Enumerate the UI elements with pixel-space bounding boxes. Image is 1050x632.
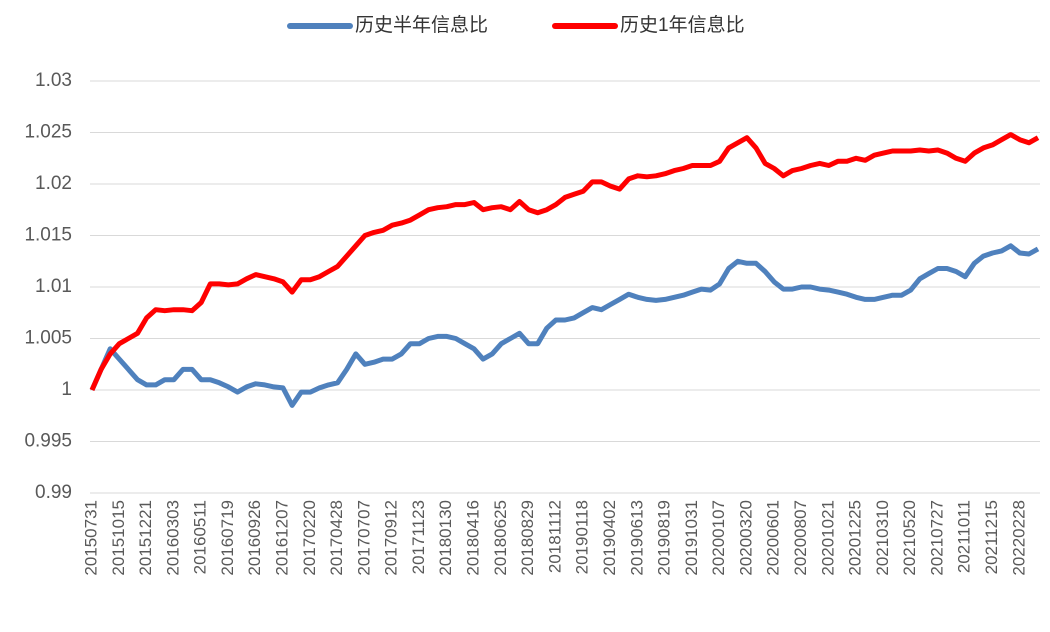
x-tick-label: 20200601	[764, 500, 783, 576]
x-tick-label: 20180625	[491, 500, 510, 576]
x-tick-label: 20210310	[873, 500, 892, 576]
x-tick-label: 20170912	[382, 500, 401, 576]
x-tick-label: 20180829	[518, 500, 537, 576]
x-tick-label: 20180416	[464, 500, 483, 576]
x-tick-label: 20191031	[682, 500, 701, 576]
x-tick-label: 20211215	[982, 500, 1001, 574]
y-tick-label: 0.99	[35, 482, 72, 503]
x-tick-label: 20160926	[245, 500, 264, 576]
x-tick-label: 20201021	[818, 500, 837, 576]
legend-label: 历史1年信息比	[620, 14, 745, 36]
y-tick-label: 1.02	[35, 173, 72, 194]
x-tick-label: 20210727	[927, 500, 946, 576]
x-tick-label: 20190819	[655, 500, 674, 576]
x-tick-label: 20181112	[545, 500, 564, 573]
x-tick-label: 20210520	[900, 500, 919, 576]
y-tick-label: 1.01	[35, 276, 72, 297]
x-tick-label: 20200320	[736, 500, 755, 576]
series-line	[89, 243, 1040, 408]
x-tick-label: 20220228	[1009, 500, 1028, 576]
x-tick-label: 20150731	[81, 500, 100, 576]
x-tick-label: 20160303	[163, 500, 182, 576]
y-tick-label: 1.025	[24, 122, 72, 143]
y-tick-label: 1.015	[24, 225, 72, 246]
x-tick-label: 20170220	[300, 500, 319, 576]
series-line	[89, 132, 1040, 392]
x-tick-label: 20161207	[273, 500, 292, 576]
x-tick-label: 20151015	[109, 500, 128, 576]
x-tick-label: 20170428	[327, 500, 346, 576]
x-tick-label: 20190118	[573, 500, 592, 574]
x-tick-label: 20160511	[191, 500, 210, 574]
x-tick-label: 20151221	[136, 500, 155, 576]
x-tick-label: 20200107	[709, 500, 728, 576]
x-tick-label: 20211011	[955, 500, 974, 573]
x-tick-label: 20180130	[436, 500, 455, 576]
legend-label: 历史半年信息比	[355, 14, 488, 36]
y-tick-label: 1	[61, 379, 72, 400]
y-tick-label: 1.03	[35, 70, 72, 91]
x-tick-label: 20171123	[409, 500, 428, 574]
x-tick-label: 20190402	[600, 500, 619, 576]
x-tick-label: 20160719	[218, 500, 237, 576]
x-tick-label: 20201225	[846, 500, 865, 576]
x-tick-label: 20200807	[791, 500, 810, 576]
y-tick-label: 1.005	[24, 328, 72, 349]
y-tick-label: 0.995	[24, 431, 72, 452]
x-tick-label: 20170707	[354, 500, 373, 576]
x-tick-label: 20190613	[627, 500, 646, 576]
